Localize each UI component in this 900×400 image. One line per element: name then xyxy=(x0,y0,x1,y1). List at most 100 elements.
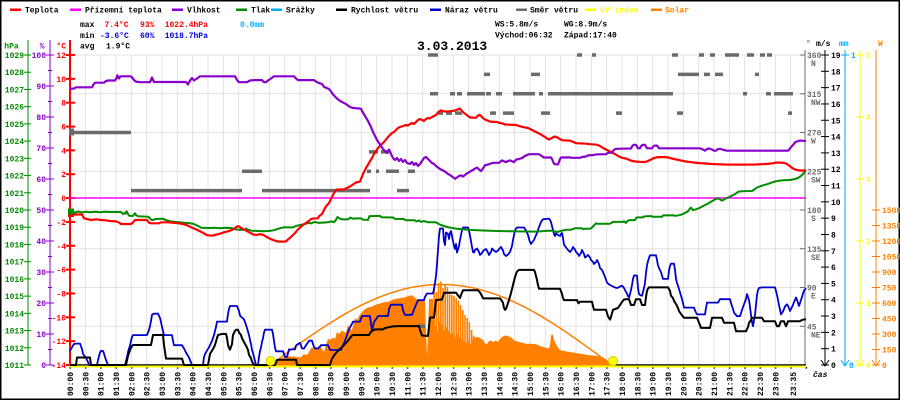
svg-text:135: 135 xyxy=(807,246,822,255)
svg-text:3.03.2013: 3.03.2013 xyxy=(417,39,487,54)
svg-text:15: 15 xyxy=(831,117,841,126)
svg-text:Teplota: Teplota xyxy=(25,6,59,15)
svg-text:2: 2 xyxy=(61,171,66,180)
svg-text:W: W xyxy=(878,40,883,49)
svg-text:1024: 1024 xyxy=(5,138,24,147)
svg-text:22:30: 22:30 xyxy=(757,372,766,396)
svg-text:12:00: 12:00 xyxy=(435,372,444,396)
svg-text:avg: avg xyxy=(80,43,95,52)
svg-text:1050: 1050 xyxy=(882,254,900,263)
svg-text:20:00: 20:00 xyxy=(680,372,689,396)
svg-text:1: 1 xyxy=(831,346,836,355)
svg-text:225: 225 xyxy=(807,168,822,177)
svg-text:11: 11 xyxy=(831,183,841,192)
svg-text:SE: SE xyxy=(811,254,821,263)
svg-text:-6: -6 xyxy=(56,267,66,276)
svg-text:45: 45 xyxy=(807,323,817,332)
svg-text:60%: 60% xyxy=(140,32,155,41)
svg-text:3: 3 xyxy=(831,313,836,322)
svg-text:22:00: 22:00 xyxy=(742,372,751,396)
svg-text:1014: 1014 xyxy=(5,310,24,319)
svg-text:0: 0 xyxy=(61,195,66,204)
svg-text:1022: 1022 xyxy=(5,173,24,182)
svg-text:Přízemní teplota: Přízemní teplota xyxy=(85,6,162,15)
svg-text:Směr větru: Směr větru xyxy=(530,6,578,15)
svg-text:01:30: 01:30 xyxy=(113,372,122,396)
svg-text:10: 10 xyxy=(56,76,66,85)
svg-text:40: 40 xyxy=(36,238,46,247)
svg-text:max: max xyxy=(80,21,95,30)
svg-text:2: 2 xyxy=(831,329,836,338)
svg-text:300: 300 xyxy=(882,331,897,340)
svg-text:07:00: 07:00 xyxy=(282,372,291,396)
svg-text:10:30: 10:30 xyxy=(389,372,398,396)
svg-text:23:35: 23:35 xyxy=(790,372,799,396)
svg-text:Vlhkost: Vlhkost xyxy=(187,6,221,15)
svg-text:%: % xyxy=(40,43,45,52)
svg-text:11:30: 11:30 xyxy=(420,372,429,396)
svg-text:8: 8 xyxy=(61,100,66,109)
svg-text:5: 5 xyxy=(831,280,836,289)
svg-text:50: 50 xyxy=(36,207,46,216)
svg-text:1500: 1500 xyxy=(882,207,900,216)
svg-text:09:30: 09:30 xyxy=(358,372,367,396)
svg-text:1015: 1015 xyxy=(5,293,24,302)
svg-text:4: 4 xyxy=(61,147,66,156)
svg-text:°: ° xyxy=(806,40,811,49)
svg-text:14:00: 14:00 xyxy=(496,372,505,396)
svg-text:20:30: 20:30 xyxy=(696,372,705,396)
svg-text:90: 90 xyxy=(807,285,817,294)
svg-text:18:00: 18:00 xyxy=(619,372,628,396)
svg-text:07:30: 07:30 xyxy=(297,372,306,396)
svg-text:20: 20 xyxy=(36,300,46,309)
svg-text:°C: °C xyxy=(56,43,66,52)
svg-text:8: 8 xyxy=(831,231,836,240)
svg-text:čas: čas xyxy=(813,371,828,380)
svg-text:1: 1 xyxy=(866,300,871,309)
svg-text:05:30: 05:30 xyxy=(236,372,245,396)
svg-text:08:00: 08:00 xyxy=(312,372,321,396)
svg-text:315: 315 xyxy=(807,91,822,100)
svg-text:E: E xyxy=(811,293,816,302)
svg-text:min: min xyxy=(80,32,95,41)
svg-text:02:00: 02:00 xyxy=(128,372,137,396)
svg-text:0: 0 xyxy=(41,362,46,371)
svg-text:1200: 1200 xyxy=(882,238,900,247)
svg-text:900: 900 xyxy=(882,269,897,278)
svg-text:1013: 1013 xyxy=(5,328,24,337)
svg-text:-12: -12 xyxy=(52,338,67,347)
svg-text:150: 150 xyxy=(882,347,897,356)
svg-text:9: 9 xyxy=(831,215,836,224)
svg-text:mm: mm xyxy=(839,40,849,49)
svg-text:13: 13 xyxy=(831,150,841,159)
svg-text:10:00: 10:00 xyxy=(374,372,383,396)
svg-text:0: 0 xyxy=(831,362,836,371)
svg-text:4: 4 xyxy=(831,297,836,306)
svg-text:-2: -2 xyxy=(56,219,66,228)
svg-text:00:00: 00:00 xyxy=(67,372,76,396)
svg-text:NW: NW xyxy=(811,99,821,108)
svg-text:30: 30 xyxy=(36,269,46,278)
svg-text:02:30: 02:30 xyxy=(144,372,153,396)
svg-text:06:00: 06:00 xyxy=(251,372,260,396)
svg-text:Západ:17:40: Západ:17:40 xyxy=(564,32,617,41)
svg-text:06:30: 06:30 xyxy=(266,372,275,396)
svg-text:10: 10 xyxy=(831,199,841,208)
svg-text:15:00: 15:00 xyxy=(527,372,536,396)
svg-text:2: 2 xyxy=(866,238,871,247)
svg-text:10: 10 xyxy=(36,331,46,340)
svg-text:21:30: 21:30 xyxy=(726,372,735,396)
svg-text:360: 360 xyxy=(807,52,822,61)
svg-text:90: 90 xyxy=(36,83,46,92)
svg-text:23:00: 23:00 xyxy=(772,372,781,396)
svg-text:1011: 1011 xyxy=(5,362,24,371)
svg-text:270: 270 xyxy=(807,130,822,139)
svg-text:14:30: 14:30 xyxy=(512,372,521,396)
svg-text:NE: NE xyxy=(811,331,821,340)
svg-text:WS:5.8m/s: WS:5.8m/s xyxy=(495,21,538,30)
svg-text:1017: 1017 xyxy=(5,259,24,268)
svg-text:0.0mm: 0.0mm xyxy=(240,21,264,30)
svg-text:1016: 1016 xyxy=(5,276,24,285)
svg-text:1027: 1027 xyxy=(5,86,24,95)
svg-text:SW: SW xyxy=(811,176,821,185)
